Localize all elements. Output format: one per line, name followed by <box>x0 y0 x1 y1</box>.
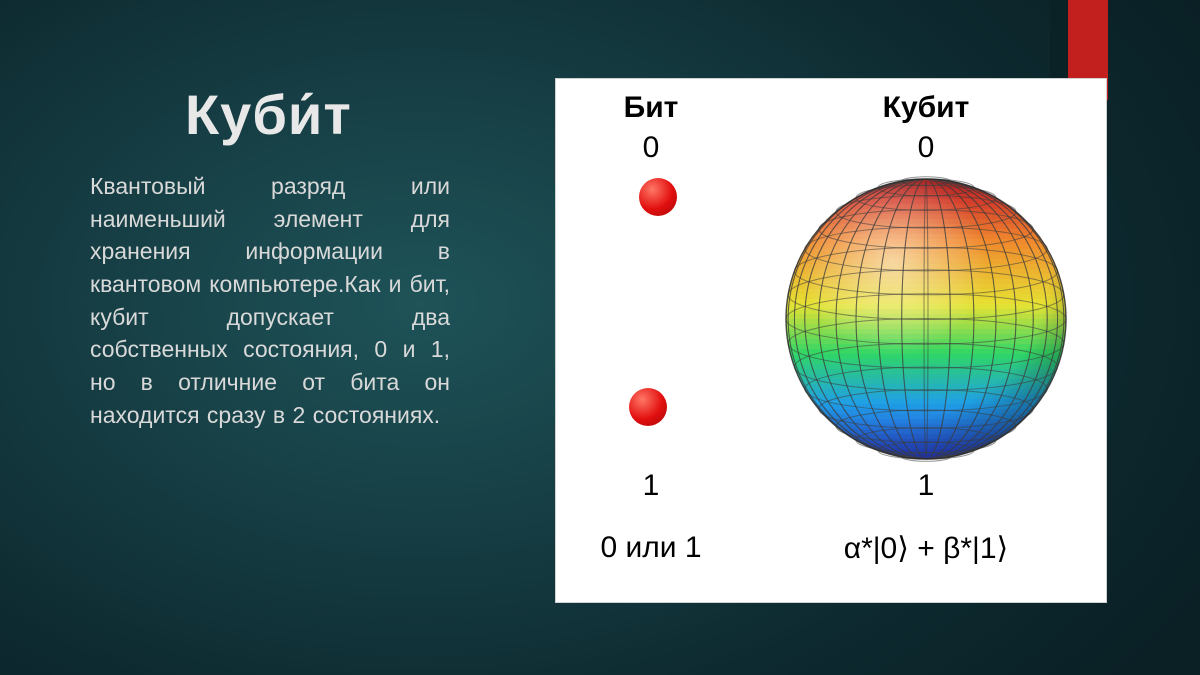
bit-dot <box>639 178 677 216</box>
qubit-visual-cell <box>746 169 1106 469</box>
qubit-top-value: 0 <box>746 131 1106 169</box>
qubit-header: Кубит <box>746 79 1106 131</box>
qubit-formula: α*|0⟩ + β*|1⟩ <box>746 515 1106 587</box>
bit-bottom-value: 1 <box>556 469 746 515</box>
slide-body-text: Квантовый разряд или наименьший элемент … <box>90 170 450 431</box>
bit-formula: 0 или 1 <box>556 515 746 587</box>
bit-header: Бит <box>556 79 746 131</box>
bit-vs-qubit-figure: Бит Кубит 0 0 1 1 0 или 1 α*|0⟩ + β*|1⟩ <box>555 78 1107 603</box>
slide-title: Куби́т <box>185 82 352 147</box>
bit-dot <box>629 388 667 426</box>
qubit-bottom-value: 1 <box>746 469 1106 515</box>
bloch-sphere <box>776 169 1076 469</box>
bit-top-value: 0 <box>556 131 746 169</box>
bit-visual-cell <box>556 169 746 469</box>
